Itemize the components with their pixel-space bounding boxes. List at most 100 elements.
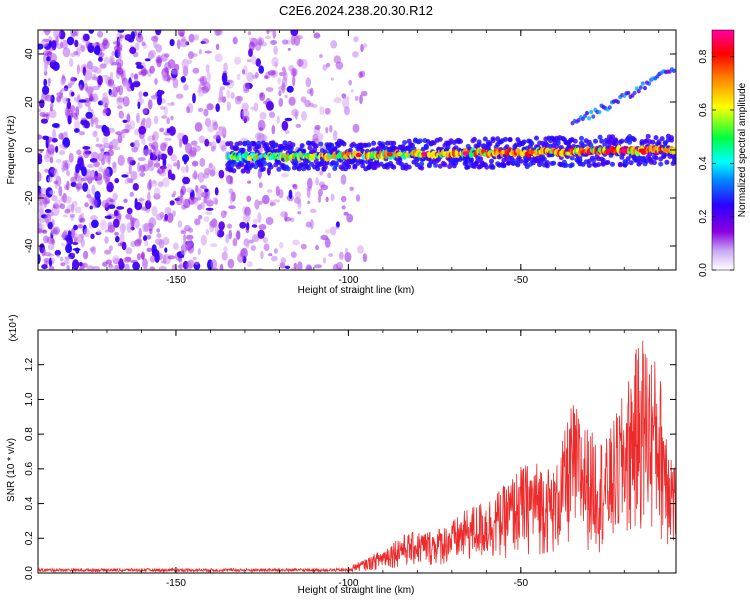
noise-blob xyxy=(143,267,149,270)
noise-blob xyxy=(242,214,251,223)
noise-blob xyxy=(43,66,48,73)
x-tick-label: -100 xyxy=(338,578,358,589)
noise-blob xyxy=(49,102,54,108)
noise-blob xyxy=(119,34,124,39)
noise-blob xyxy=(325,62,331,68)
noise-blob xyxy=(322,257,327,264)
noise-blob xyxy=(146,234,152,240)
band-halo-cell xyxy=(366,142,372,148)
noise-blob xyxy=(58,150,66,156)
noise-blob xyxy=(97,30,104,38)
noise-blob xyxy=(309,87,314,97)
noise-blob xyxy=(38,195,45,204)
spectrogram-x-ticks: -150 -100 -50 xyxy=(37,30,660,286)
noise-blob xyxy=(151,205,158,217)
noise-blob xyxy=(187,227,194,233)
noise-blob xyxy=(297,211,302,215)
band-halo-cell xyxy=(579,135,584,141)
noise-blob xyxy=(293,262,297,270)
band-halo-cell xyxy=(478,156,484,162)
noise-blob xyxy=(167,255,176,260)
noise-blob xyxy=(155,213,163,221)
noise-blob xyxy=(205,64,210,73)
band-halo-cell xyxy=(237,140,243,146)
band-halo-cell xyxy=(650,139,656,145)
band-halo-cell xyxy=(555,140,561,146)
band-halo-cell xyxy=(313,143,319,149)
noise-blob xyxy=(101,124,108,133)
noise-blob xyxy=(92,266,100,270)
noise-blob xyxy=(258,224,267,231)
noise-blob xyxy=(228,229,232,240)
noise-blob xyxy=(273,45,278,55)
noise-blob xyxy=(169,39,175,47)
noise-blob xyxy=(264,35,271,40)
noise-blob xyxy=(330,40,338,49)
noise-blob xyxy=(135,61,142,66)
noise-blob xyxy=(295,123,302,128)
noise-blob xyxy=(45,200,50,204)
noise-blob xyxy=(319,106,325,115)
noise-blob xyxy=(290,30,299,37)
noise-blob xyxy=(202,172,210,179)
noise-blob xyxy=(179,38,188,48)
noise-blob xyxy=(93,118,98,122)
noise-blob xyxy=(49,190,56,195)
band-halo-cell xyxy=(569,155,575,161)
noise-blob xyxy=(66,36,75,46)
noise-blob xyxy=(265,87,274,92)
noise-blob xyxy=(100,148,105,154)
noise-blob xyxy=(227,258,235,269)
noise-blob xyxy=(279,262,286,269)
band-halo-cell xyxy=(251,141,257,146)
noise-blob xyxy=(43,50,50,56)
band-halo-cell xyxy=(315,166,321,172)
y-tick-label: -40 xyxy=(24,238,35,253)
band-halo-cell xyxy=(645,133,651,139)
noise-blob xyxy=(209,243,218,247)
noise-blob xyxy=(118,110,125,119)
noise-blob xyxy=(156,56,162,68)
noise-blob xyxy=(161,115,168,119)
noise-blob xyxy=(112,255,120,263)
noise-blob xyxy=(154,162,161,168)
band-halo-cell xyxy=(290,142,296,148)
noise-blob xyxy=(235,230,241,240)
band-halo-cell xyxy=(231,168,237,174)
noise-blob xyxy=(56,254,60,258)
band-halo-cell xyxy=(597,134,603,140)
noise-blob xyxy=(182,134,189,145)
noise-blob xyxy=(74,128,80,133)
snr-series-line xyxy=(38,340,676,573)
noise-blob xyxy=(156,30,160,33)
band-halo-cell xyxy=(658,161,664,167)
noise-blob xyxy=(136,64,144,69)
noise-blob xyxy=(93,130,98,136)
noise-blob xyxy=(70,30,77,38)
noise-blob xyxy=(314,264,322,269)
noise-blob xyxy=(314,124,321,131)
noise-blob xyxy=(170,115,174,121)
noise-blob xyxy=(218,169,225,179)
noise-blob xyxy=(172,190,177,196)
noise-blob xyxy=(203,108,209,117)
noise-blob xyxy=(263,243,270,251)
noise-blob xyxy=(90,117,94,128)
noise-blob xyxy=(359,94,363,105)
noise-blob xyxy=(146,247,153,252)
noise-blob xyxy=(333,97,342,104)
noise-blob xyxy=(145,117,152,129)
noise-blob xyxy=(177,220,183,228)
noise-blob xyxy=(114,178,120,184)
noise-blob xyxy=(271,255,278,262)
noise-blob xyxy=(266,189,273,193)
noise-blob xyxy=(335,61,344,70)
noise-blob xyxy=(317,194,322,203)
band-halo-cell xyxy=(659,136,665,142)
noise-blob xyxy=(62,47,71,58)
noise-blob xyxy=(249,239,254,244)
band-halo-cell xyxy=(419,165,425,171)
noise-blob xyxy=(201,38,210,45)
noise-blob xyxy=(94,45,101,56)
band-halo-cell xyxy=(664,159,670,165)
